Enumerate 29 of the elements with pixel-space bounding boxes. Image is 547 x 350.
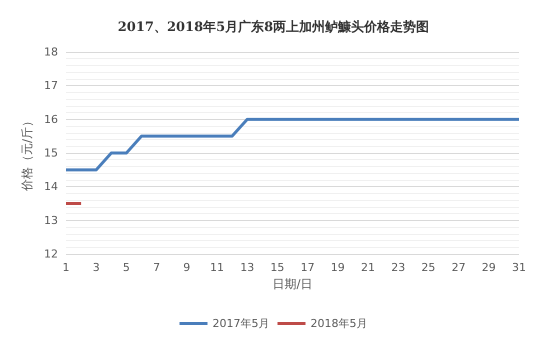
y-tick-label: 12: [44, 248, 58, 260]
x-tick-label: 9: [183, 261, 190, 274]
x-tick-label: 7: [153, 261, 160, 274]
x-tick-label: 3: [92, 261, 100, 274]
x-tick-label: 5: [122, 261, 130, 274]
y-tick-label: 17: [44, 79, 58, 92]
x-tick-label: 29: [482, 261, 496, 274]
y-axis-title: 价格（元/斤）: [20, 114, 34, 192]
x-tick-label: 19: [330, 261, 345, 274]
x-tick-label: 23: [391, 261, 406, 274]
x-axis-title: 日期/日: [272, 277, 313, 291]
x-tick-label: 11: [210, 261, 224, 274]
y-tick-label: 15: [44, 146, 58, 160]
legend-label: 2018年5月: [310, 317, 368, 330]
x-tick-label: 15: [270, 261, 284, 274]
x-tick-label: 1: [62, 261, 70, 274]
y-tick-label: 18: [44, 46, 58, 58]
y-tick-label: 13: [44, 214, 58, 227]
x-tick-label: 31: [512, 261, 526, 274]
chart-title: 2017、2018年5月广东8两上加州鲈鱇头价格走势图: [118, 19, 430, 35]
x-tick-label: 21: [361, 261, 375, 274]
x-tick-label: 25: [421, 261, 436, 274]
y-tick-label: 16: [44, 112, 58, 126]
legend-label: 2017年5月: [212, 317, 270, 330]
x-tick-label: 27: [452, 261, 466, 274]
y-tick-label: 14: [44, 180, 58, 194]
x-tick-label: 13: [240, 261, 254, 274]
line-series: [64, 118, 520, 172]
x-tick-label: 17: [300, 261, 315, 274]
